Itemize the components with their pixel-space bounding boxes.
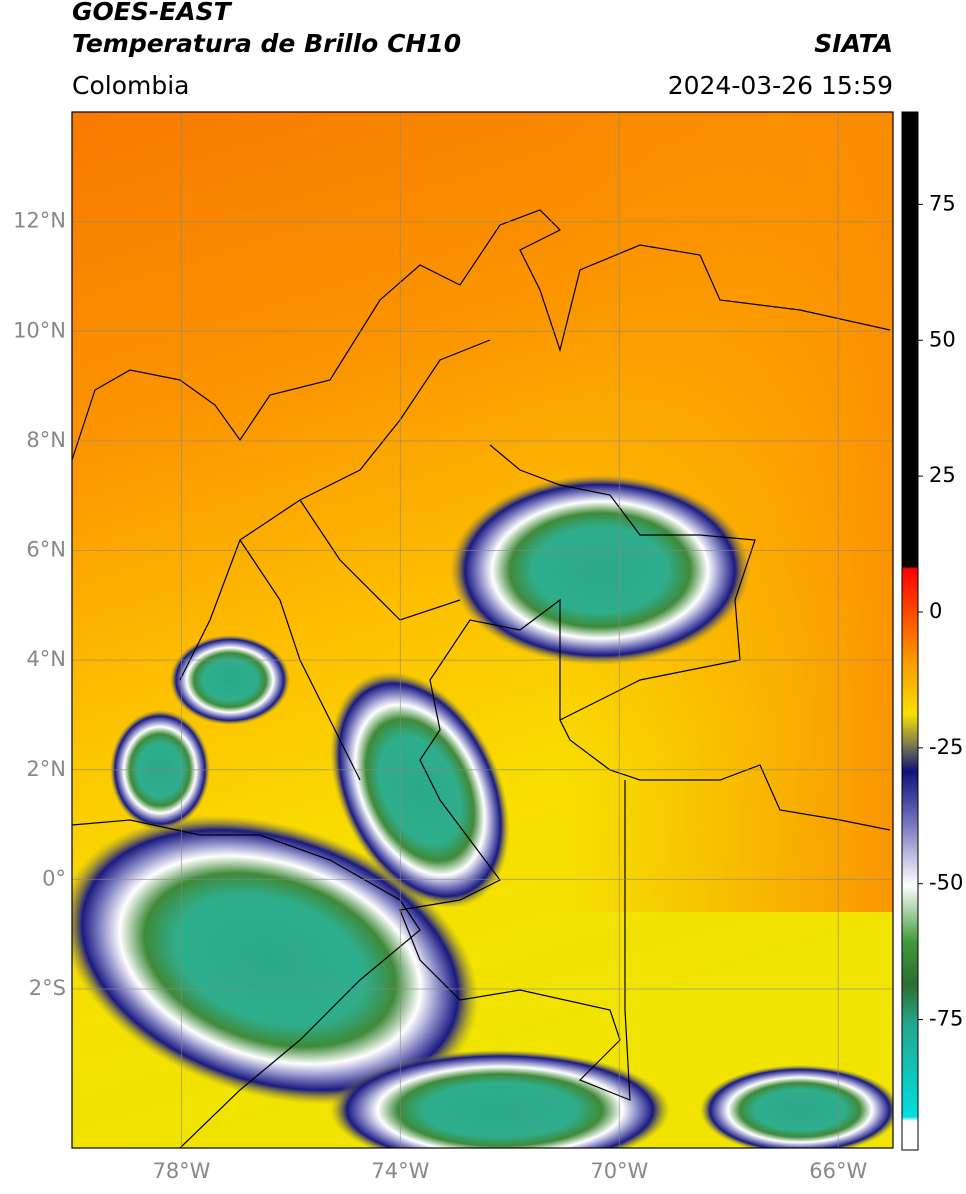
cloud <box>330 671 510 909</box>
lon-tick-label: 66°W <box>809 1159 867 1183</box>
colorbar-tick-label: 75 <box>929 191 956 215</box>
cloud <box>72 815 479 1105</box>
lat-tick-label: 4°N <box>26 647 66 671</box>
lat-tick-label: 8°N <box>26 428 66 452</box>
satellite-image <box>72 112 893 1148</box>
cloud <box>170 635 290 725</box>
border <box>399 598 631 1101</box>
datetime: 2024-03-26 15:59 <box>668 71 893 100</box>
colorbar <box>901 111 919 1151</box>
coastline <box>72 209 891 461</box>
map-frame <box>71 111 894 1149</box>
lat-tick-label: 2°N <box>26 757 66 781</box>
lat-tick-label: 10°N <box>13 318 66 342</box>
cloud <box>700 1065 893 1148</box>
lon-tick-label: 70°W <box>590 1159 648 1183</box>
source: SIATA <box>814 29 893 58</box>
product: Temperatura de Brillo CH10 <box>72 29 461 58</box>
grid <box>72 112 893 1148</box>
colorbar-tick-label: 25 <box>929 463 956 487</box>
satellite: GOES-EAST <box>72 0 233 26</box>
colorbar-tick-label: -50 <box>929 871 963 895</box>
lat-tick-label: 2°S <box>29 976 66 1000</box>
lon-tick-label: 74°W <box>371 1159 429 1183</box>
cloud <box>450 475 750 665</box>
colorbar-tick-label: -25 <box>929 735 963 759</box>
lat-tick-label: 12°N <box>13 209 66 233</box>
lat-tick-label: 0° <box>42 866 66 890</box>
colorbar-tick-label: -75 <box>929 1007 963 1031</box>
colorbar-tick-label: 0 <box>929 599 942 623</box>
region: Colombia <box>72 71 189 100</box>
lat-tick-label: 6°N <box>26 538 66 562</box>
lon-tick-label: 78°W <box>152 1159 210 1183</box>
colorbar-tick-label: 50 <box>929 327 956 351</box>
